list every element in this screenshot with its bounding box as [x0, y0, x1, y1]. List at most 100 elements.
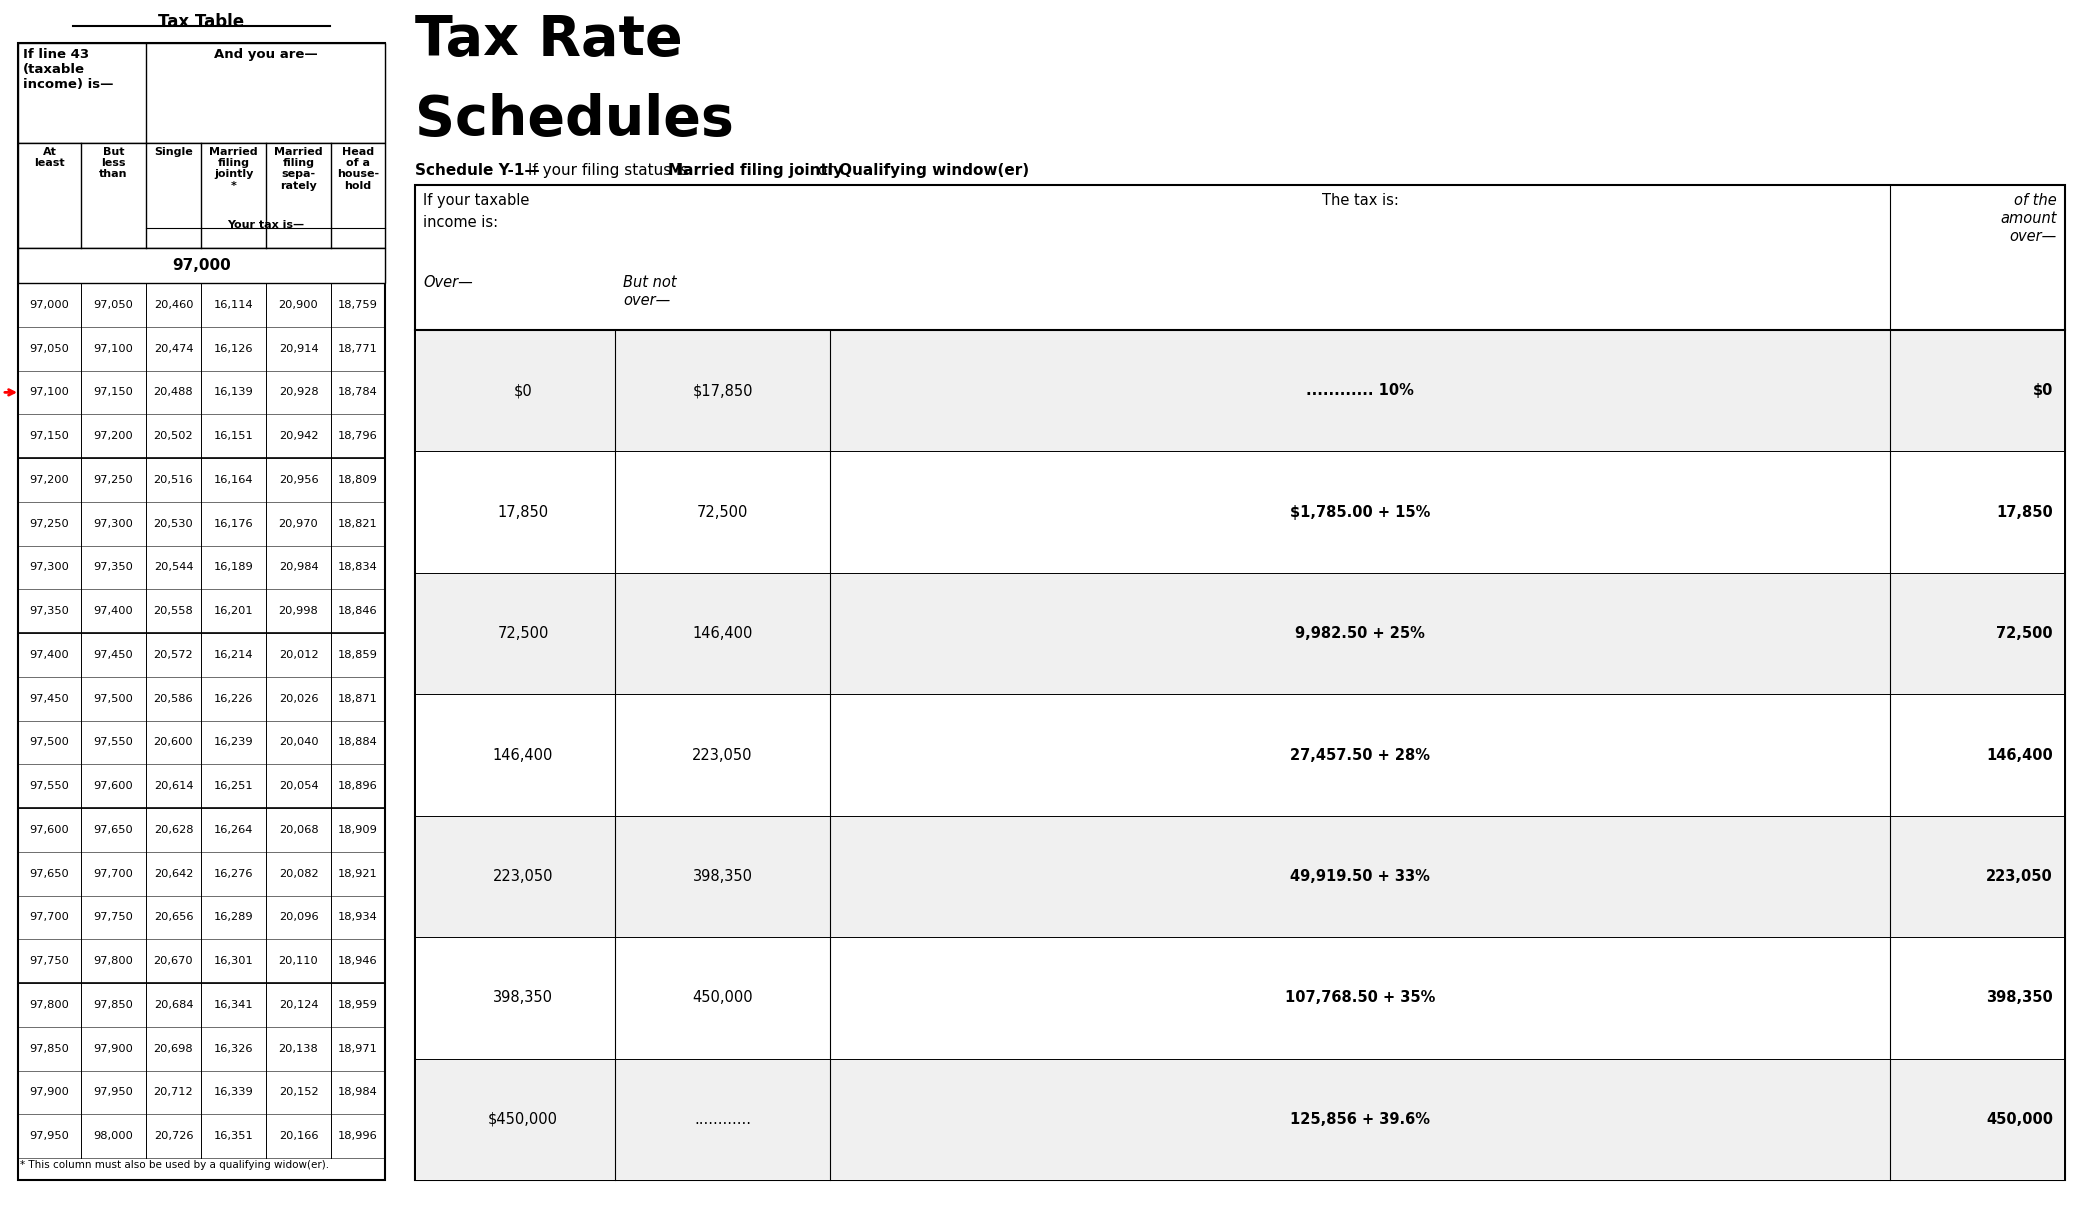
Text: 20,110: 20,110 [279, 956, 319, 966]
Text: amount: amount [2001, 211, 2057, 226]
Text: 18,821: 18,821 [338, 518, 377, 529]
Text: 18,921: 18,921 [338, 869, 377, 878]
Text: 72,500: 72,500 [498, 626, 548, 641]
Text: 20,572: 20,572 [154, 650, 194, 660]
Text: 20,928: 20,928 [279, 388, 319, 397]
Text: 16,114: 16,114 [215, 300, 254, 310]
Text: Married
filing
jointly
*: Married filing jointly * [208, 147, 258, 191]
Text: Tax Table: Tax Table [158, 13, 244, 31]
Text: 20,628: 20,628 [154, 825, 194, 835]
Text: 20,900: 20,900 [279, 300, 319, 310]
Text: 16,251: 16,251 [215, 782, 254, 791]
Text: 20,068: 20,068 [279, 825, 319, 835]
Text: 18,984: 18,984 [338, 1087, 377, 1097]
Text: 16,139: 16,139 [215, 388, 254, 397]
Text: 97,350: 97,350 [29, 606, 69, 616]
Text: 97,000: 97,000 [173, 259, 231, 273]
Text: 97,200: 97,200 [29, 475, 69, 484]
Text: 16,164: 16,164 [215, 475, 254, 484]
Text: * This column must also be used by a qualifying widow(er).: * This column must also be used by a qua… [21, 1160, 329, 1171]
Bar [415, 185, 2065, 1180]
Text: 20,712: 20,712 [154, 1087, 194, 1097]
Text: Qualifying window(er): Qualifying window(er) [840, 163, 1029, 178]
Text: 18,809: 18,809 [338, 475, 377, 484]
Text: 16,326: 16,326 [215, 1044, 254, 1053]
Text: ............: ............ [694, 1111, 750, 1127]
Text: 27,457.50 + 28%: 27,457.50 + 28% [1290, 748, 1430, 762]
Text: 20,942: 20,942 [279, 431, 319, 441]
Text: Married filing jointly: Married filing jointly [669, 163, 844, 178]
Text: 20,474: 20,474 [154, 343, 194, 354]
Text: 72,500: 72,500 [696, 505, 748, 519]
Text: 16,301: 16,301 [215, 956, 254, 966]
Text: 18,846: 18,846 [338, 606, 377, 616]
Text: $1,785.00 + 15%: $1,785.00 + 15% [1290, 505, 1430, 519]
Text: 20,516: 20,516 [154, 475, 194, 484]
Text: 20,614: 20,614 [154, 782, 194, 791]
Text: 18,959: 18,959 [338, 1000, 377, 1010]
Text: The tax is:: The tax is: [1321, 193, 1398, 208]
Text: 18,934: 18,934 [338, 912, 377, 923]
Text: 16,339: 16,339 [215, 1087, 254, 1097]
Text: 97,750: 97,750 [94, 912, 133, 923]
Text: of the: of the [2015, 193, 2057, 208]
Text: 97,950: 97,950 [94, 1087, 133, 1097]
Text: 223,050: 223,050 [492, 869, 552, 884]
Text: 16,341: 16,341 [215, 1000, 254, 1010]
Text: 18,996: 18,996 [338, 1131, 377, 1142]
Text: 18,909: 18,909 [338, 825, 377, 835]
Text: 16,176: 16,176 [215, 518, 254, 529]
Text: 72,500: 72,500 [1996, 626, 2053, 641]
Text: 20,684: 20,684 [154, 1000, 194, 1010]
Text: 18,796: 18,796 [338, 431, 377, 441]
Text: 146,400: 146,400 [492, 748, 552, 762]
Text: 97,700: 97,700 [94, 869, 133, 878]
Text: 97,550: 97,550 [94, 737, 133, 748]
Text: 97,150: 97,150 [94, 388, 133, 397]
Text: 97,950: 97,950 [29, 1131, 69, 1142]
Text: $0: $0 [2032, 383, 2053, 399]
Text: 16,126: 16,126 [215, 343, 254, 354]
Text: 97,250: 97,250 [94, 475, 133, 484]
Text: 97,650: 97,650 [29, 869, 69, 878]
Text: 20,152: 20,152 [279, 1087, 319, 1097]
Text: 97,050: 97,050 [94, 300, 133, 310]
Text: 398,350: 398,350 [692, 869, 752, 884]
Text: 20,040: 20,040 [279, 737, 319, 748]
Text: 450,000: 450,000 [692, 991, 752, 1005]
Text: Single: Single [154, 147, 194, 157]
Text: 97,850: 97,850 [94, 1000, 133, 1010]
Text: 20,138: 20,138 [279, 1044, 319, 1053]
Text: Over—: Over— [423, 275, 473, 290]
Text: 146,400: 146,400 [692, 626, 752, 641]
Text: 97,900: 97,900 [29, 1087, 69, 1097]
Text: At
least: At least [33, 147, 65, 168]
Text: 20,956: 20,956 [279, 475, 319, 484]
Text: ............ 10%: ............ 10% [1307, 383, 1413, 399]
Text: 97,050: 97,050 [29, 343, 69, 354]
Text: 9,982.50 + 25%: 9,982.50 + 25% [1294, 626, 1425, 641]
Text: 18,946: 18,946 [338, 956, 377, 966]
Text: 16,351: 16,351 [215, 1131, 254, 1142]
Text: 97,150: 97,150 [29, 431, 69, 441]
Text: 18,971: 18,971 [338, 1044, 377, 1053]
Text: 97,500: 97,500 [94, 693, 133, 703]
Text: 20,970: 20,970 [279, 518, 319, 529]
Bar [417, 937, 2063, 1058]
Text: And you are—: And you are— [215, 48, 317, 60]
Text: 20,656: 20,656 [154, 912, 194, 923]
Text: 450,000: 450,000 [1986, 1111, 2053, 1127]
Text: Head
of a
house-
hold: Head of a house- hold [338, 147, 379, 191]
Text: 97,650: 97,650 [94, 825, 133, 835]
Text: Married
filing
sepa-
rately: Married filing sepa- rately [275, 147, 323, 191]
Bar [417, 452, 2063, 573]
Bar [19, 248, 386, 283]
Text: But
less
than: But less than [100, 147, 127, 180]
Text: 98,000: 98,000 [94, 1131, 133, 1142]
Text: 20,998: 20,998 [279, 606, 319, 616]
Text: 18,896: 18,896 [338, 782, 377, 791]
Text: 16,189: 16,189 [215, 563, 254, 573]
Text: 20,586: 20,586 [154, 693, 194, 703]
Text: income is:: income is: [423, 215, 498, 230]
Text: 16,264: 16,264 [215, 825, 252, 835]
